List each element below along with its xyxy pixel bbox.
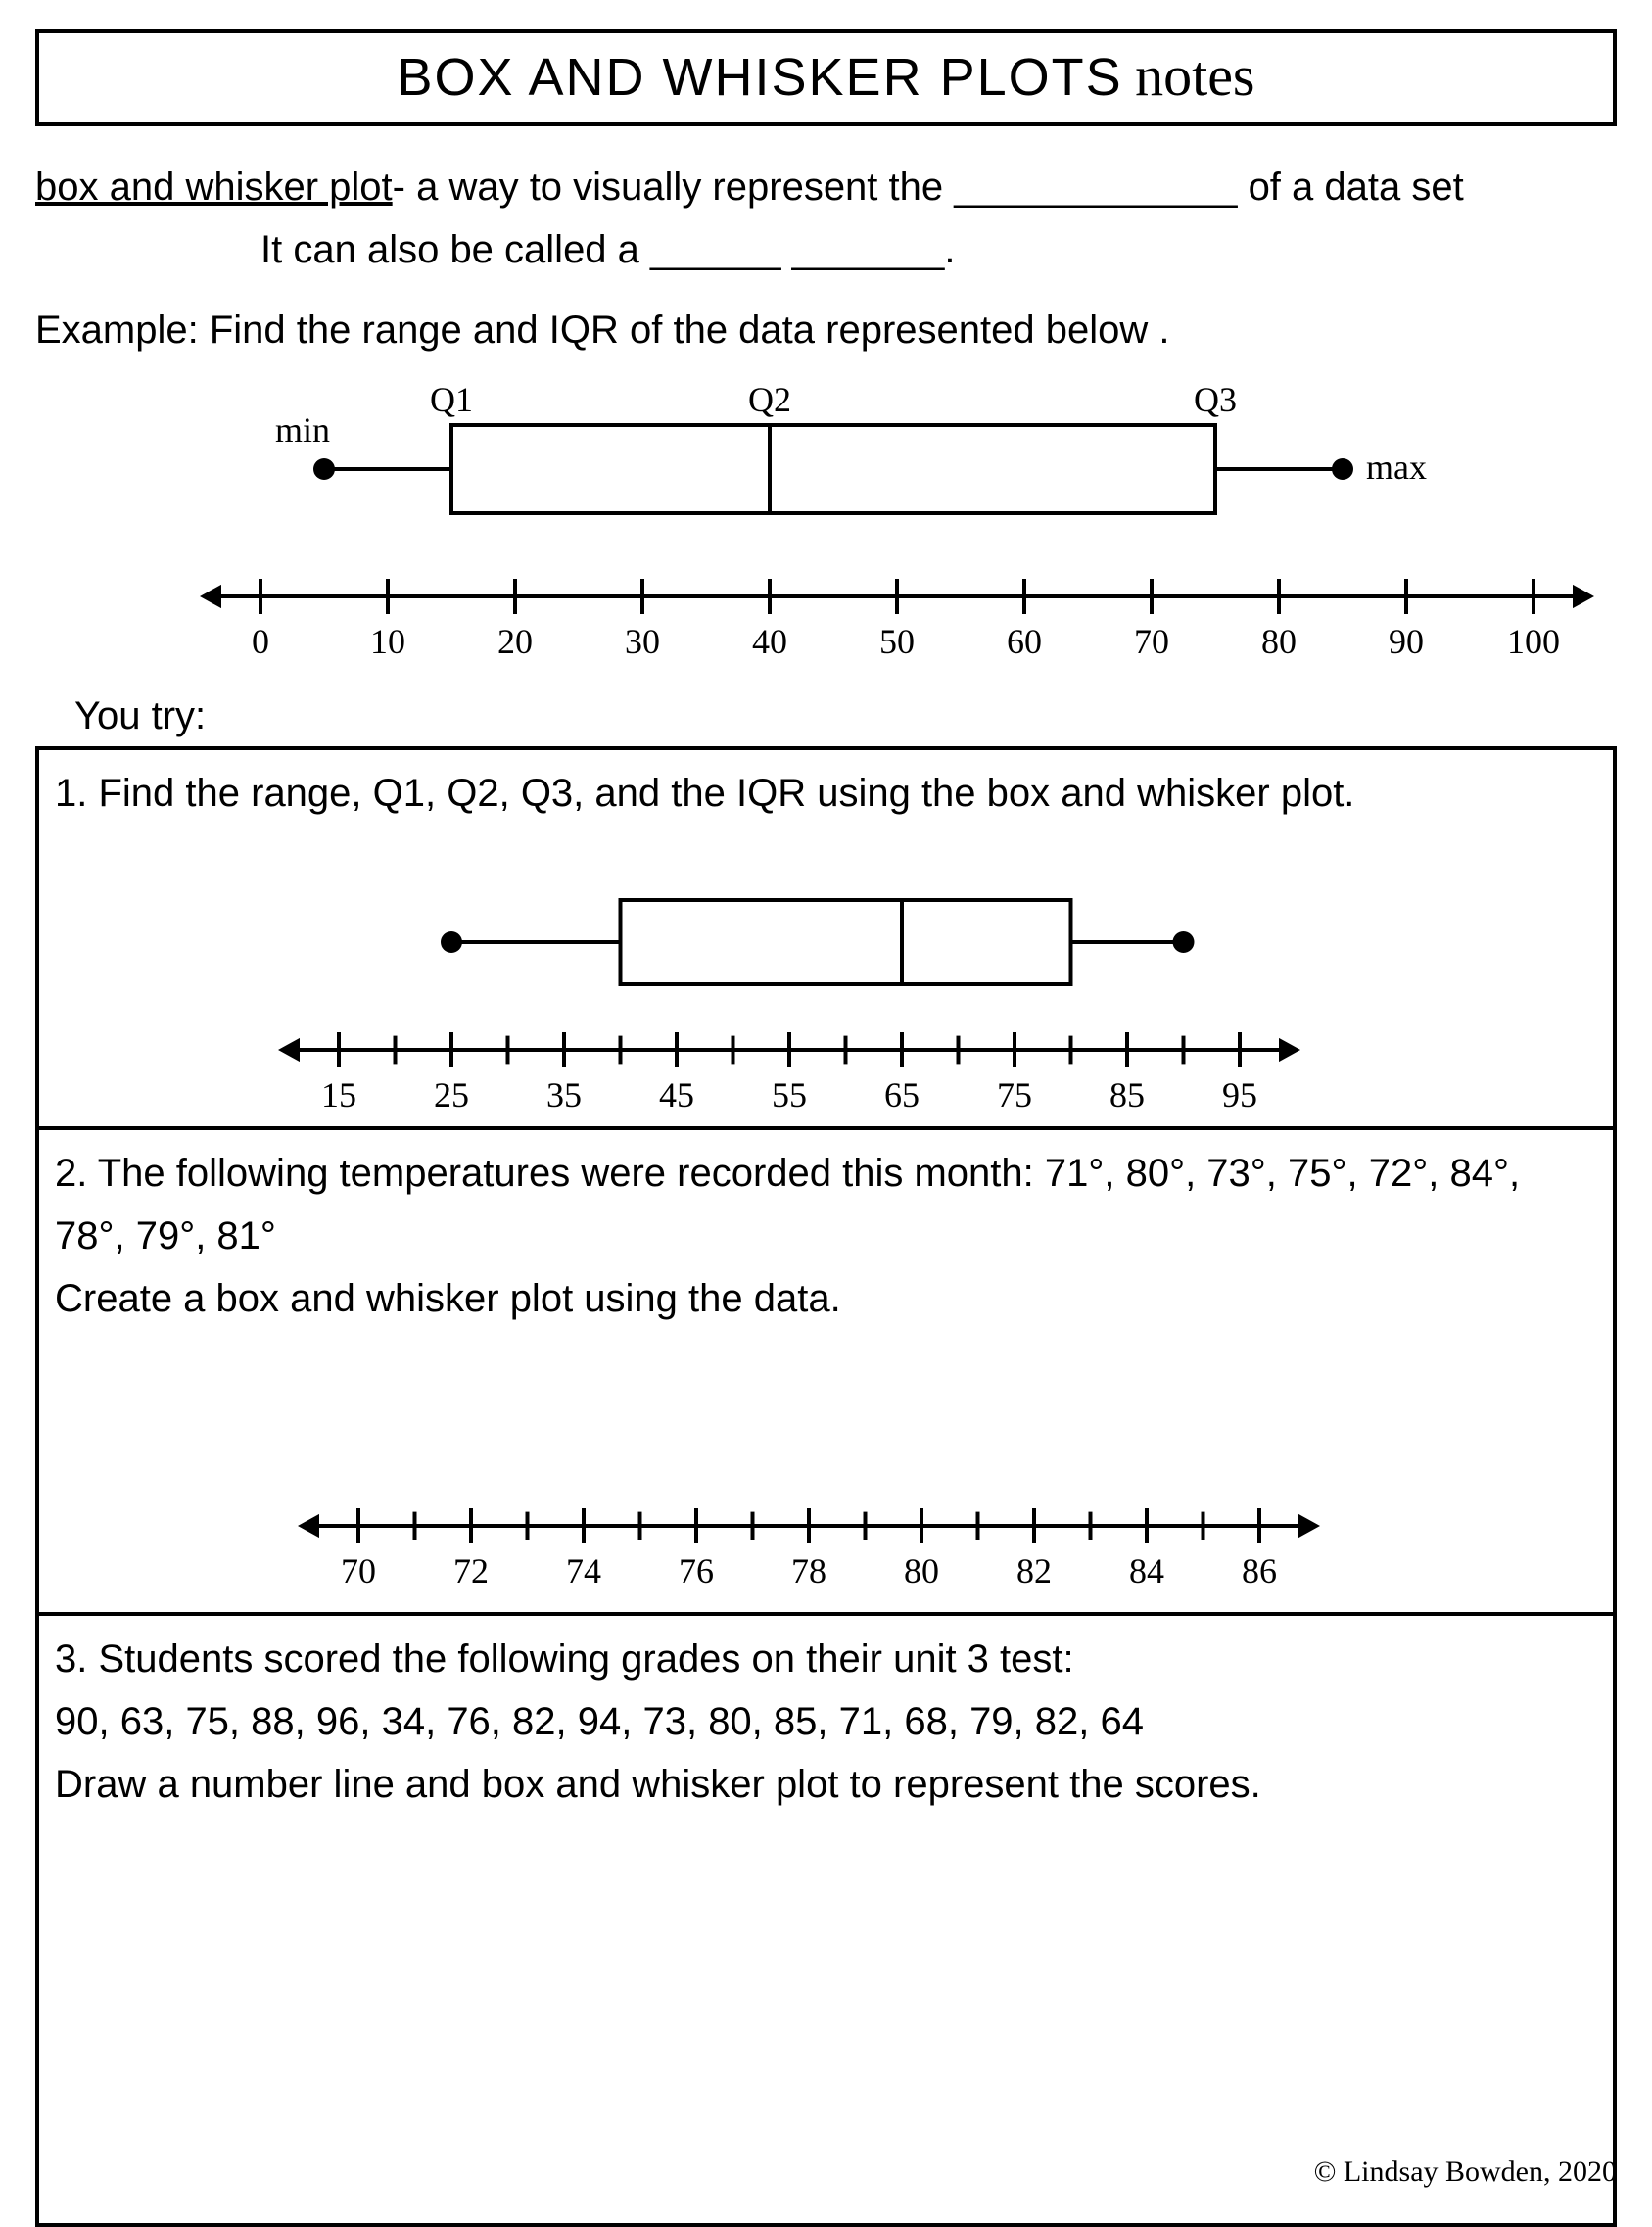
svg-text:0: 0 <box>252 622 269 661</box>
svg-text:86: 86 <box>1242 1551 1277 1590</box>
svg-text:min: min <box>275 410 330 450</box>
problem-3: 3. Students scored the following grades … <box>39 1616 1613 2223</box>
svg-text:82: 82 <box>1016 1551 1052 1590</box>
svg-text:80: 80 <box>904 1551 939 1590</box>
svg-text:95: 95 <box>1222 1075 1257 1114</box>
example-boxplot: 0 10 20 30 40 50 60 70 80 90 100 min Q1 Q2 Q3 max <box>35 361 1617 675</box>
example-prompt: Example: Find the range and IQR of the d… <box>35 299 1617 361</box>
definition-line2: It can also be called a ______ _______. <box>35 218 1617 281</box>
definition-term: box and whisker plot <box>35 166 393 209</box>
svg-text:75: 75 <box>997 1075 1032 1114</box>
svg-text:90: 90 <box>1389 622 1424 661</box>
svg-text:40: 40 <box>752 622 787 661</box>
problem-2: 2. The following temperatures were recor… <box>39 1130 1613 1616</box>
problem-3-line3: Draw a number line and box and whisker p… <box>55 1753 1597 1816</box>
copyright-credit: © Lindsay Bowden, 2020 <box>1314 2156 1617 2189</box>
definition-line1: - a way to visually represent the ______… <box>393 166 1464 209</box>
title-box: BOX AND WHISKER PLOTS notes <box>35 29 1617 126</box>
problem-2-line2: Create a box and whisker plot using the … <box>55 1267 1597 1330</box>
svg-text:max: max <box>1366 448 1427 487</box>
title-script: notes <box>1135 44 1254 108</box>
svg-text:60: 60 <box>1007 622 1042 661</box>
problem-1-plot: 15 25 35 45 55 65 75 85 95 <box>55 825 1597 1118</box>
title-main: BOX AND WHISKER PLOTS <box>397 48 1122 107</box>
svg-text:70: 70 <box>1134 622 1169 661</box>
svg-text:78: 78 <box>791 1551 826 1590</box>
problem-3-line2: 90, 63, 75, 88, 96, 34, 76, 82, 94, 73, … <box>55 1690 1597 1753</box>
svg-text:76: 76 <box>679 1551 714 1590</box>
problem-1: 1. Find the range, Q1, Q2, Q3, and the I… <box>39 750 1613 1130</box>
problem-1-text: 1. Find the range, Q1, Q2, Q3, and the I… <box>55 762 1597 825</box>
you-try-label: You try: <box>74 694 1617 738</box>
problems-container: 1. Find the range, Q1, Q2, Q3, and the I… <box>35 746 1617 2227</box>
svg-text:Q3: Q3 <box>1194 380 1237 419</box>
svg-text:15: 15 <box>321 1075 356 1114</box>
svg-text:Q1: Q1 <box>430 380 473 419</box>
svg-text:100: 100 <box>1507 622 1560 661</box>
svg-text:30: 30 <box>625 622 660 661</box>
svg-text:65: 65 <box>884 1075 920 1114</box>
svg-text:55: 55 <box>772 1075 807 1114</box>
svg-text:80: 80 <box>1261 622 1297 661</box>
definition-block: box and whisker plot- a way to visually … <box>35 156 1617 281</box>
svg-text:72: 72 <box>453 1551 489 1590</box>
svg-text:35: 35 <box>546 1075 582 1114</box>
problem-2-plot: 70 72 74 76 78 80 82 84 86 <box>55 1330 1597 1604</box>
svg-text:85: 85 <box>1109 1075 1145 1114</box>
svg-text:10: 10 <box>370 622 405 661</box>
svg-text:74: 74 <box>566 1551 601 1590</box>
svg-text:45: 45 <box>659 1075 694 1114</box>
svg-text:Q2: Q2 <box>748 380 791 419</box>
svg-text:84: 84 <box>1129 1551 1164 1590</box>
problem-2-line1: 2. The following temperatures were recor… <box>55 1142 1597 1267</box>
svg-text:70: 70 <box>341 1551 376 1590</box>
problem-3-line1: 3. Students scored the following grades … <box>55 1628 1597 1690</box>
svg-text:20: 20 <box>497 622 533 661</box>
svg-text:25: 25 <box>434 1075 469 1114</box>
worksheet-page: BOX AND WHISKER PLOTS notes box and whis… <box>0 0 1652 2203</box>
svg-text:50: 50 <box>879 622 915 661</box>
